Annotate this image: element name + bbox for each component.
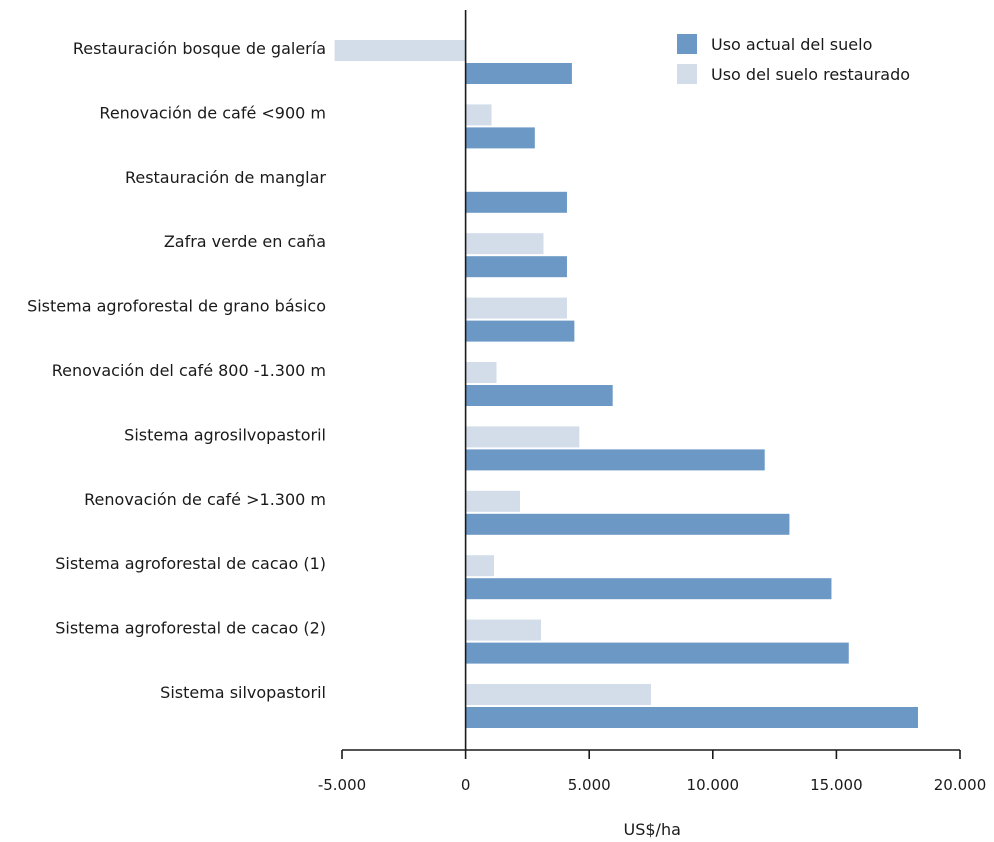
category-label-7: Renovación de café >1.300 m — [84, 490, 326, 509]
x-tick-label-1: 0 — [461, 776, 471, 794]
bar-s1-9 — [465, 619, 541, 641]
bar-s0-4 — [465, 320, 575, 342]
bar-s1-0 — [334, 40, 466, 61]
legend-label-0: Uso actual del suelo — [711, 35, 872, 54]
bar-s0-2 — [465, 191, 567, 213]
bars-group — [334, 40, 918, 728]
x-tick-label-0: -5.000 — [318, 776, 366, 794]
bar-s0-0 — [465, 63, 572, 84]
legend-swatch-1 — [677, 64, 697, 84]
bar-s1-1 — [465, 104, 492, 126]
bar-s0-6 — [465, 449, 765, 471]
category-label-6: Sistema agrosilvopastoril — [124, 425, 326, 444]
category-labels: Restauración bosque de galería Renovación… — [27, 39, 326, 702]
legend: Uso actual del suelo Uso del suelo restau… — [677, 34, 910, 84]
x-tick-label-5: 20.000 — [934, 776, 987, 794]
bar-s1-6 — [465, 426, 580, 448]
x-axis-title: US$/ha — [624, 820, 681, 839]
category-label-8: Sistema agroforestal de cacao (1) — [55, 554, 326, 573]
category-label-10: Sistema silvopastoril — [160, 683, 326, 702]
x-tick-label-3: 10.000 — [687, 776, 740, 794]
category-label-0: Restauración bosque de galería — [73, 39, 326, 58]
bar-s1-7 — [465, 490, 520, 512]
category-label-9: Sistema agroforestal de cacao (2) — [55, 619, 326, 638]
bar-s0-5 — [465, 385, 613, 406]
bar-s1-8 — [465, 555, 495, 577]
legend-label-1: Uso del suelo restaurado — [711, 65, 910, 84]
category-label-1: Renovación de café <900 m — [99, 103, 326, 122]
category-label-4: Sistema agroforestal de grano básico — [27, 297, 326, 316]
bar-s1-5 — [465, 362, 497, 383]
category-label-5: Renovación del café 800 -1.300 m — [52, 361, 326, 380]
bar-s0-9 — [465, 642, 849, 664]
category-label-2: Restauración de manglar — [125, 168, 326, 187]
bar-s1-4 — [465, 297, 567, 319]
x-axis-ticks: -5.000 0 5.000 10.000 15.000 20.000 — [318, 750, 986, 794]
bar-s0-1 — [465, 127, 535, 149]
bar-s0-8 — [465, 578, 832, 600]
category-label-3: Zafra verde en caña — [164, 232, 326, 251]
bar-s1-10 — [465, 684, 651, 705]
x-tick-label-2: 5.000 — [568, 776, 611, 794]
bar-s0-10 — [465, 707, 918, 728]
x-tick-label-4: 15.000 — [810, 776, 863, 794]
legend-swatch-0 — [677, 34, 697, 54]
bar-s0-3 — [465, 256, 567, 278]
bar-s1-3 — [465, 233, 544, 255]
bar-s0-7 — [465, 513, 790, 535]
